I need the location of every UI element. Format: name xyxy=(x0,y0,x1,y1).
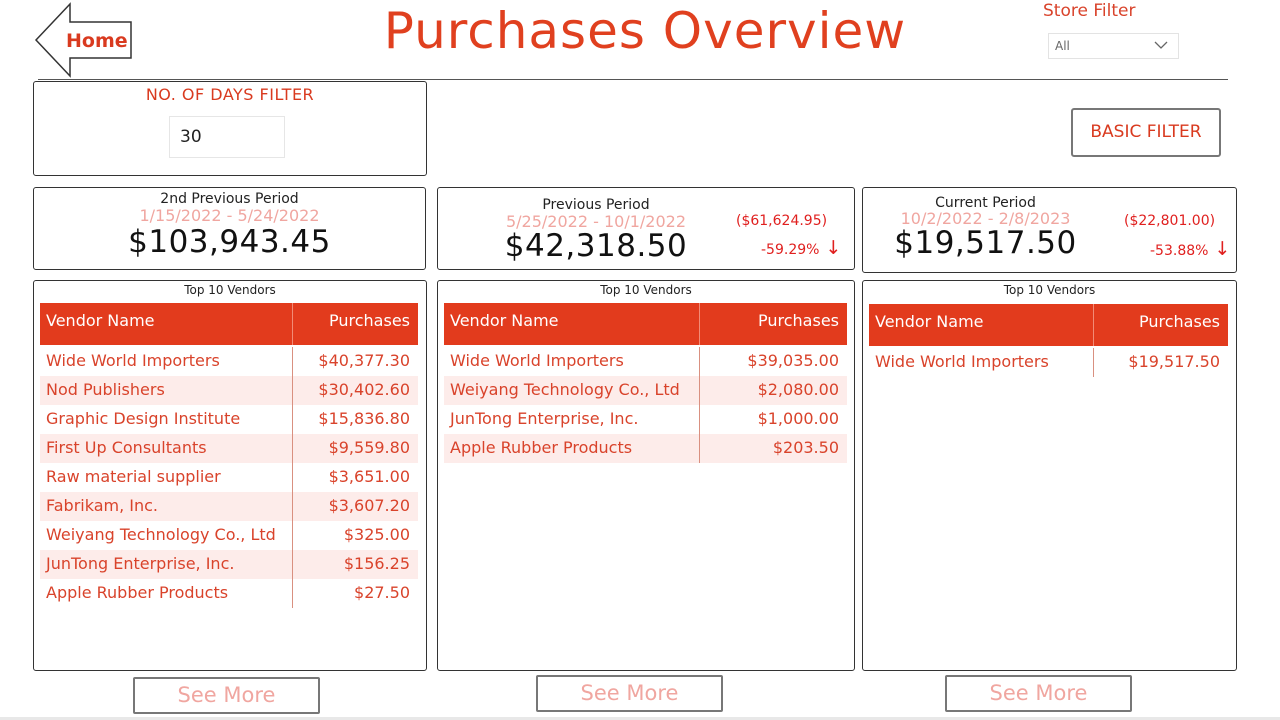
vendor-table-2nd-previous: Top 10 Vendors Vendor Name Purchases Wid… xyxy=(33,280,427,671)
purchases-cell: $15,836.80 xyxy=(318,409,410,428)
col-purchases[interactable]: Purchases xyxy=(1139,312,1220,331)
vendor-name-cell: Apple Rubber Products xyxy=(46,583,229,602)
page-title: Purchases Overview xyxy=(383,2,907,60)
basic-filter-button[interactable]: BASIC FILTER xyxy=(1071,108,1221,157)
purchases-cell: $156.25 xyxy=(343,554,410,573)
vendor-name-cell: Fabrikam, Inc. xyxy=(46,496,159,515)
down-arrow-icon: ↓ xyxy=(1214,238,1231,260)
vendor-table-current: Top 10 Vendors Vendor Name Purchases Wid… xyxy=(862,280,1237,671)
store-filter-value: All xyxy=(1055,39,1070,53)
period-date-range: 10/2/2022 - 2/8/2023 xyxy=(900,209,1071,228)
period-date-range: 1/15/2022 - 5/24/2022 xyxy=(139,206,320,225)
vendor-name-cell: Nod Publishers xyxy=(46,380,165,399)
see-more-button-2nd-previous[interactable]: See More xyxy=(133,677,320,714)
purchases-cell: $1,000.00 xyxy=(757,409,839,428)
bottom-divider xyxy=(0,717,1280,720)
table-row[interactable]: JunTong Enterprise, Inc. $156.25 xyxy=(40,550,418,579)
table-row[interactable]: Graphic Design Institute $15,836.80 xyxy=(40,405,418,434)
vendor-name-cell: JunTong Enterprise, Inc. xyxy=(450,409,639,428)
period-name: Previous Period xyxy=(542,197,650,213)
purchases-cell: $3,651.00 xyxy=(328,467,410,486)
period-amount: $19,517.50 xyxy=(894,225,1077,261)
period-difference: ($61,624.95) xyxy=(736,213,828,229)
store-filter-label: Store Filter xyxy=(1043,1,1136,21)
table-row[interactable]: Wide World Importers $39,035.00 xyxy=(444,347,847,376)
days-filter-panel: NO. OF DAYS FILTER 30 xyxy=(33,81,427,176)
table-row[interactable]: Apple Rubber Products $203.50 xyxy=(444,434,847,463)
table-row[interactable]: Wide World Importers $19,517.50 xyxy=(869,348,1228,377)
down-arrow-icon: ↓ xyxy=(825,237,842,259)
period-amount: $103,943.45 xyxy=(128,224,331,260)
table-row[interactable]: Wide World Importers $40,377.30 xyxy=(40,347,418,376)
header-divider xyxy=(38,79,1228,80)
days-filter-title: NO. OF DAYS FILTER xyxy=(145,85,315,104)
vendor-name-cell: JunTong Enterprise, Inc. xyxy=(46,554,235,573)
purchases-cell: $203.50 xyxy=(772,438,839,457)
period-percent-change: -59.29% ↓ xyxy=(761,237,841,259)
col-vendor-name[interactable]: Vendor Name xyxy=(450,311,559,330)
period-card-current: Current Period 10/2/2022 - 2/8/2023 $19,… xyxy=(862,187,1237,273)
vendor-name-cell: Wide World Importers xyxy=(875,352,1049,371)
chevron-down-icon xyxy=(1154,41,1168,49)
vendor-table-header: Vendor Name Purchases xyxy=(869,304,1228,346)
purchases-cell: $9,559.80 xyxy=(328,438,410,457)
vendor-table-title: Top 10 Vendors xyxy=(184,283,276,297)
vendor-table-body: Wide World Importers $40,377.30 Nod Publis… xyxy=(40,347,418,608)
vendor-name-cell: Graphic Design Institute xyxy=(46,409,241,428)
period-card-2nd-previous: 2nd Previous Period 1/15/2022 - 5/24/202… xyxy=(33,187,426,270)
days-filter-input[interactable]: 30 xyxy=(169,116,285,158)
vendor-table-header: Vendor Name Purchases xyxy=(40,303,418,345)
purchases-cell: $2,080.00 xyxy=(757,380,839,399)
vendor-name-cell: Apple Rubber Products xyxy=(450,438,633,457)
vendor-name-cell: First Up Consultants xyxy=(46,438,207,457)
purchases-cell: $19,517.50 xyxy=(1128,352,1220,371)
vendor-name-cell: Wide World Importers xyxy=(46,351,220,370)
vendor-name-cell: Weiyang Technology Co., Ltd xyxy=(450,380,680,399)
period-percent-change: -53.88% ↓ xyxy=(1150,238,1230,260)
home-label: Home xyxy=(66,30,128,52)
percent-value: -59.29% xyxy=(761,242,820,258)
period-difference: ($22,801.00) xyxy=(1124,213,1216,229)
col-purchases[interactable]: Purchases xyxy=(758,311,839,330)
purchases-cell: $27.50 xyxy=(354,583,410,602)
table-row[interactable]: Weiyang Technology Co., Ltd $325.00 xyxy=(40,521,418,550)
period-amount: $42,318.50 xyxy=(504,228,688,264)
table-row[interactable]: Weiyang Technology Co., Ltd $2,080.00 xyxy=(444,376,847,405)
table-row[interactable]: Nod Publishers $30,402.60 xyxy=(40,376,418,405)
vendor-table-title: Top 10 Vendors xyxy=(600,283,692,297)
table-row[interactable]: First Up Consultants $9,559.80 xyxy=(40,434,418,463)
purchases-cell: $325.00 xyxy=(343,525,410,544)
col-vendor-name[interactable]: Vendor Name xyxy=(46,311,155,330)
vendor-name-cell: Weiyang Technology Co., Ltd xyxy=(46,525,276,544)
vendor-name-cell: Raw material supplier xyxy=(46,467,221,486)
see-more-button-previous[interactable]: See More xyxy=(536,675,723,712)
see-more-button-current[interactable]: See More xyxy=(945,675,1132,712)
purchases-cell: $40,377.30 xyxy=(318,351,410,370)
period-name: 2nd Previous Period xyxy=(160,191,299,207)
period-name: Current Period xyxy=(935,195,1036,211)
purchases-cell: $30,402.60 xyxy=(318,380,410,399)
table-row[interactable]: Apple Rubber Products $27.50 xyxy=(40,579,418,608)
period-date-range: 5/25/2022 - 10/1/2022 xyxy=(505,212,687,231)
table-row[interactable]: Fabrikam, Inc. $3,607.20 xyxy=(40,492,418,521)
purchases-cell: $3,607.20 xyxy=(328,496,410,515)
vendor-name-cell: Wide World Importers xyxy=(450,351,624,370)
vendor-table-body: Wide World Importers $19,517.50 xyxy=(869,348,1228,377)
purchases-cell: $39,035.00 xyxy=(747,351,839,370)
table-row[interactable]: JunTong Enterprise, Inc. $1,000.00 xyxy=(444,405,847,434)
home-button[interactable]: Home xyxy=(34,2,134,78)
col-purchases[interactable]: Purchases xyxy=(329,311,410,330)
vendor-table-header: Vendor Name Purchases xyxy=(444,303,847,345)
percent-value: -53.88% xyxy=(1150,243,1209,259)
store-filter-dropdown[interactable]: All xyxy=(1048,33,1179,59)
vendor-table-previous: Top 10 Vendors Vendor Name Purchases Wid… xyxy=(437,280,855,671)
home-arrow-icon xyxy=(34,2,132,78)
col-vendor-name[interactable]: Vendor Name xyxy=(875,312,984,331)
table-row[interactable]: Raw material supplier $3,651.00 xyxy=(40,463,418,492)
vendor-table-body: Wide World Importers $39,035.00 Weiyang Te… xyxy=(444,347,847,463)
period-card-previous: Previous Period 5/25/2022 - 10/1/2022 $4… xyxy=(437,187,855,270)
vendor-table-title: Top 10 Vendors xyxy=(1003,283,1096,297)
